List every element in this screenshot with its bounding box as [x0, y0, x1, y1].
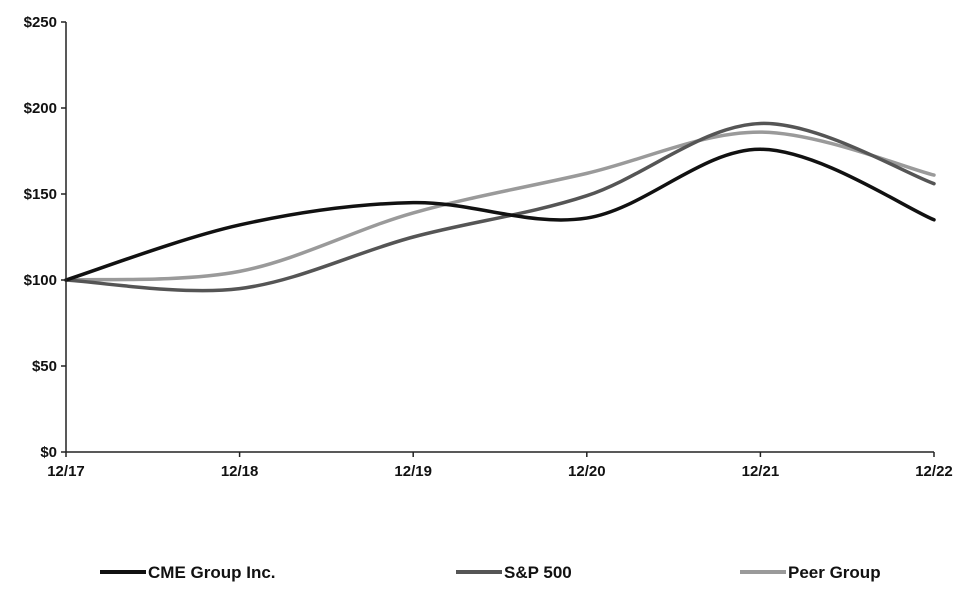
y-tick-label: $250	[24, 14, 57, 31]
y-tick-label: $0	[40, 444, 57, 461]
x-axis-ticks: 12/17 12/18 12/19 12/20 12/21 12/22	[47, 452, 953, 480]
x-tick-label: 12/19	[394, 463, 432, 480]
x-tick-label: 12/22	[915, 463, 953, 480]
legend-label: Peer Group	[788, 563, 881, 582]
y-tick-label: $150	[24, 186, 57, 203]
series-line-1	[64, 121, 936, 293]
legend-label: S&P 500	[504, 563, 572, 582]
y-tick-label: $200	[24, 100, 57, 117]
y-axis-ticks: $0 $50 $100 $150 $200 $250	[24, 14, 66, 461]
series-line-0	[64, 147, 936, 282]
legend-label: CME Group Inc.	[148, 563, 276, 582]
legend: CME Group Inc. S&P 500 Peer Group	[100, 563, 881, 582]
x-tick-label: 12/20	[568, 463, 606, 480]
series-line-2	[64, 130, 936, 282]
series-lines	[64, 121, 936, 293]
x-tick-label: 12/18	[221, 463, 259, 480]
y-tick-label: $50	[32, 358, 57, 375]
x-tick-label: 12/21	[742, 463, 780, 480]
y-tick-label: $100	[24, 272, 57, 289]
x-tick-label: 12/17	[47, 463, 85, 480]
